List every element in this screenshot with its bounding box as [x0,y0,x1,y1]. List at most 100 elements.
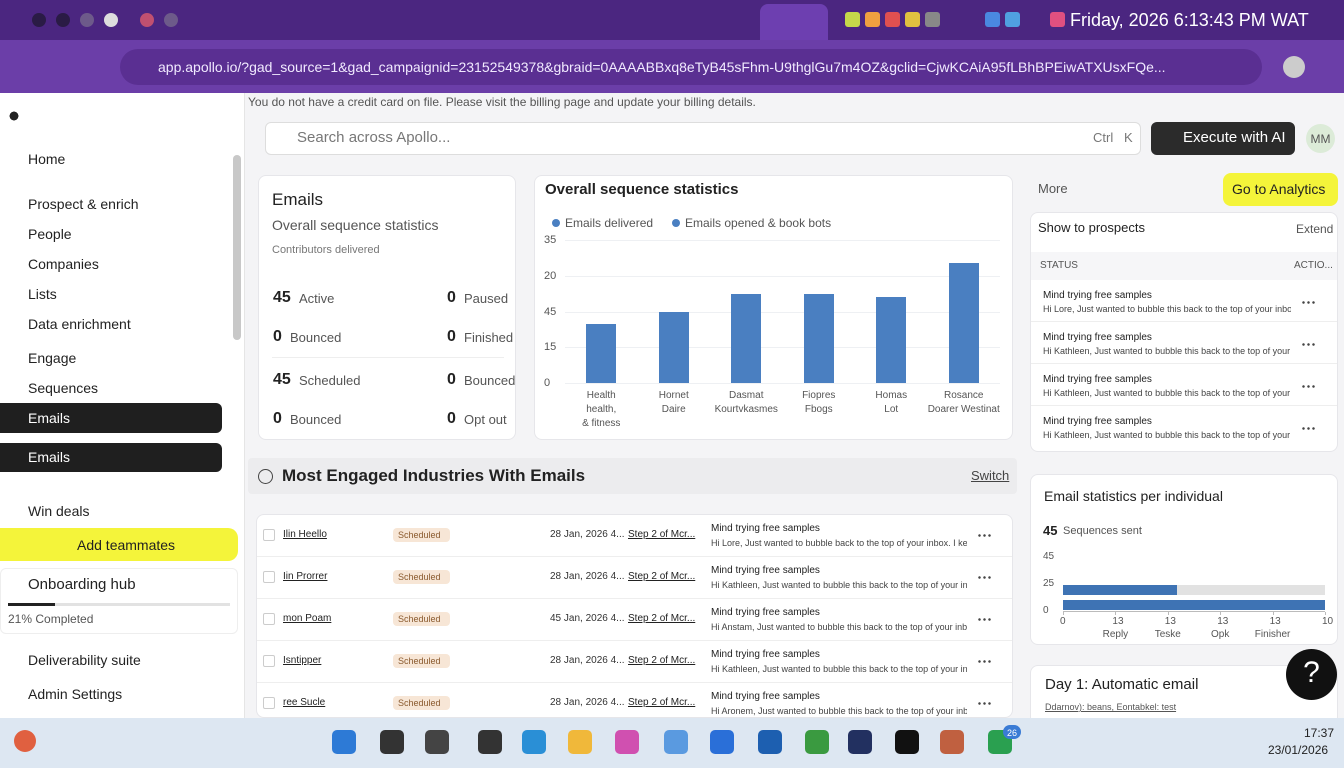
taskbar-app[interactable] [758,730,782,754]
link[interactable]: Switch [971,468,1010,483]
checkbox[interactable] [263,655,275,667]
taskbar-app[interactable] [380,730,404,754]
row-divider [1031,321,1337,322]
row-step[interactable]: Step 2 of Mcr... [628,571,696,582]
row-body: Hi Kathleen, Just wanted to bubble this … [711,664,967,674]
tab-icon[interactable] [1050,12,1065,27]
url-field[interactable] [120,49,1262,85]
taskbar-app[interactable] [895,730,919,754]
taskbar-app[interactable] [332,730,356,754]
nav-item[interactable]: Admin Settings [28,686,123,702]
x-sub-label: Reply [1102,629,1129,640]
row-name[interactable]: Iin Prorrer [283,571,328,582]
row-menu-dots[interactable] [977,702,991,705]
nav-active[interactable] [0,403,222,433]
taskbar-app[interactable] [425,730,449,754]
nav-item[interactable]: Deliverability suite [28,652,141,668]
row-divider [257,556,1012,557]
nav-item[interactable]: Home [28,151,66,167]
taskbar-app[interactable] [710,730,734,754]
x-tick-label: Hornet Daire [658,390,689,415]
nav-item[interactable]: Win deals [28,503,90,519]
nav-pill[interactable] [0,443,222,472]
row-divider [257,640,1012,641]
card-note: Contributors delivered [272,244,380,256]
row-name[interactable]: ree Sucle [283,697,326,708]
execute-btn[interactable] [1151,122,1295,155]
row-date: 28 Jan, 2026 4... [550,571,625,582]
tab-icon[interactable] [925,12,940,27]
row-menu-dots[interactable] [1301,385,1315,388]
checkbox[interactable] [263,613,275,625]
bar [658,312,689,383]
row-menu-dots[interactable] [977,618,991,621]
row-menu-dots[interactable] [1301,343,1315,346]
analytics-btn[interactable] [1223,173,1338,206]
row-name[interactable]: Ilin Heello [283,529,327,540]
tab-icon[interactable] [905,12,920,27]
row-step[interactable]: Step 2 of Mcr... [628,697,696,708]
status: Scheduled [398,656,441,666]
row-step[interactable]: Step 2 of Mcr... [628,613,696,624]
axis-line [1063,611,1325,612]
tab-icon[interactable] [845,12,860,27]
button-label: Execute with AI [1183,129,1286,146]
row-menu-dots[interactable] [977,660,991,663]
tab-icon[interactable] [56,13,70,27]
row-menu-dots[interactable] [977,576,991,579]
button-label: Go to Analytics [1232,181,1326,197]
taskbar-app[interactable] [478,730,502,754]
taskbar-app[interactable] [940,730,964,754]
taskbar-app[interactable] [805,730,829,754]
tab-icon[interactable] [865,12,880,27]
checkbox[interactable] [263,697,275,709]
card-body: Ddarnov): beans, Eontabkel: test [1045,702,1177,712]
row-menu-dots[interactable] [1301,301,1315,304]
link[interactable]: Extend [1296,222,1334,236]
nav-item[interactable]: Data enrichment [28,316,131,332]
x-sub-label: Finisher [1254,629,1291,640]
taskbar-app[interactable] [522,730,546,754]
badge-label: 26 [1006,728,1017,738]
row-menu-dots[interactable] [977,534,991,537]
search-box[interactable] [265,122,1141,155]
row-step[interactable]: Step 2 of Mcr... [628,655,696,666]
link[interactable]: More [1038,181,1068,196]
nav-item[interactable]: Companies [28,256,99,272]
tab-icon[interactable] [164,13,178,27]
taskbar-app[interactable] [615,730,639,754]
tab-icon[interactable] [1005,12,1020,27]
tab-icon[interactable] [985,12,1000,27]
status: Scheduled [398,572,441,582]
status: Scheduled [398,530,441,540]
row-name[interactable]: Isntipper [283,655,322,666]
nav-item[interactable]: Sequences [28,380,99,396]
row-step[interactable]: Step 2 of Mcr... [628,529,696,540]
avatar-text: MM [1310,132,1331,146]
tab-icon[interactable] [140,13,154,27]
stat-label: Finished [464,330,514,345]
tab-icon[interactable] [104,13,118,27]
row-menu-dots[interactable] [1301,427,1315,430]
avatar [1306,124,1335,153]
tab-icon[interactable] [32,13,46,27]
x-tick-label: 13 [1269,616,1281,627]
taskbar-app[interactable] [848,730,872,754]
tab-icon[interactable] [885,12,900,27]
checkbox[interactable] [263,571,275,583]
add-teammates[interactable] [0,528,238,561]
onboarding-title: Onboarding hub [28,576,136,593]
nav-item[interactable]: Lists [28,286,57,302]
nav-item[interactable]: Engage [28,350,77,366]
nav-item[interactable]: People [28,226,72,242]
taskbar-app[interactable] [568,730,592,754]
taskbar-app[interactable] [664,730,688,754]
nav-item[interactable]: Prospect & enrich [28,196,139,212]
help-btn[interactable] [1286,649,1337,700]
checkbox[interactable] [263,529,275,541]
tick-mark [1115,612,1117,615]
row-name[interactable]: mon Poam [283,613,332,624]
tab-icon[interactable] [80,13,94,27]
profile[interactable] [1283,56,1305,78]
bar [1063,585,1177,595]
